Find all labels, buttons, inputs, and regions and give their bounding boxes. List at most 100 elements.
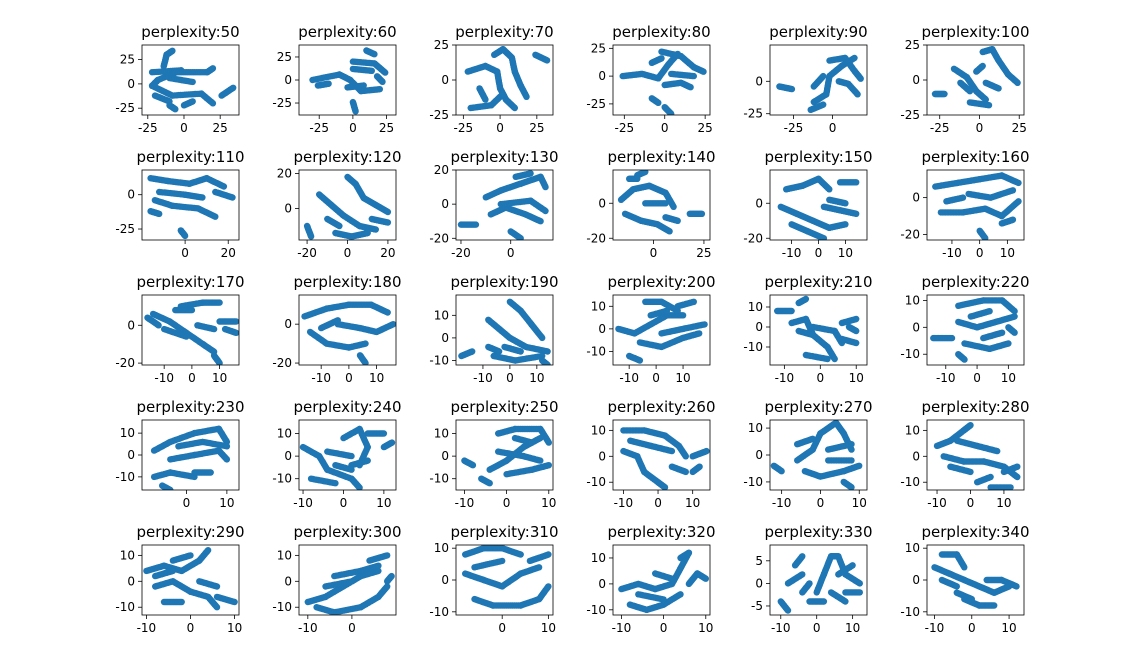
scatter-point bbox=[155, 322, 162, 329]
x-tick-label: 0 bbox=[976, 121, 984, 135]
axes-frame bbox=[455, 169, 554, 241]
subplot-title: perplexity:180 bbox=[294, 273, 402, 291]
scatter-point bbox=[985, 102, 993, 109]
scatter-point bbox=[848, 441, 855, 448]
scatter-points bbox=[301, 301, 396, 365]
scatter-point bbox=[941, 90, 948, 98]
subplot-title: perplexity:190 bbox=[451, 273, 559, 291]
scatter-points bbox=[458, 298, 551, 365]
y-tick-label: 0 bbox=[755, 320, 763, 334]
scatter-points bbox=[303, 173, 392, 240]
y-tick-label: -10 bbox=[900, 475, 920, 489]
scatter-point bbox=[527, 170, 534, 177]
y-tick-label: -10 bbox=[429, 472, 449, 486]
scatter-point bbox=[820, 72, 827, 80]
scatter-point bbox=[537, 434, 544, 442]
x-tick-label: -25 bbox=[615, 121, 635, 135]
scatter-point bbox=[700, 68, 707, 75]
x-tick-label: 0 bbox=[349, 121, 357, 135]
scatter-point bbox=[842, 200, 849, 207]
y-tick-label: 20 bbox=[277, 167, 292, 181]
scatter-point bbox=[212, 213, 219, 220]
subplot-title: perplexity:90 bbox=[769, 23, 867, 41]
scatter-point bbox=[690, 298, 697, 305]
scatter-point bbox=[1011, 313, 1018, 320]
subplot-title: perplexity:70 bbox=[455, 23, 553, 41]
scatter-point bbox=[687, 84, 694, 91]
x-tick-label: 25 bbox=[529, 121, 544, 135]
scatter-point bbox=[661, 484, 669, 490]
scatter-points bbox=[932, 172, 1022, 240]
subplot-title: perplexity:220 bbox=[922, 273, 1030, 291]
scatter-point bbox=[658, 55, 665, 62]
subplot-title: perplexity:240 bbox=[294, 398, 402, 416]
y-tick-label: 0 bbox=[127, 448, 135, 462]
x-tick-label: 10 bbox=[838, 246, 853, 260]
scatter-point bbox=[788, 307, 795, 315]
y-tick-label: -10 bbox=[272, 472, 292, 486]
axes-frame bbox=[769, 44, 868, 116]
y-tick-label: -20 bbox=[743, 231, 763, 245]
y-tick-label: 10 bbox=[277, 427, 292, 441]
scatter-point bbox=[469, 348, 476, 355]
scatter-point bbox=[655, 99, 662, 107]
y-tick-label: 10 bbox=[591, 423, 606, 437]
axes-frame bbox=[926, 294, 1025, 366]
scatter-point bbox=[469, 462, 477, 469]
x-tick-label: 0 bbox=[967, 496, 975, 510]
scatter-point bbox=[998, 329, 1006, 336]
scatter-point bbox=[824, 355, 831, 363]
scatter-points bbox=[930, 297, 1018, 363]
scatter-point bbox=[1011, 308, 1018, 315]
subplot: perplexity:170-10 0 10-200 bbox=[115, 273, 244, 385]
scatter-points bbox=[148, 47, 237, 113]
scatter-point bbox=[842, 221, 849, 228]
scatter-point bbox=[388, 439, 396, 446]
scatter-point bbox=[360, 82, 367, 89]
scatter-point bbox=[199, 194, 206, 201]
scatter-point bbox=[642, 170, 649, 175]
scatter-point bbox=[216, 359, 223, 365]
scatter-point bbox=[826, 186, 833, 193]
y-tick-label: 20 bbox=[434, 163, 449, 177]
scatter-point bbox=[169, 47, 176, 54]
x-tick-label: 0 bbox=[344, 246, 352, 260]
subplot-title: perplexity:230 bbox=[137, 398, 245, 416]
scatter-points bbox=[777, 175, 860, 240]
subplot: perplexity:160-10 0 10-200 bbox=[900, 148, 1029, 260]
x-tick-label: 0 bbox=[496, 121, 504, 135]
scatter-point bbox=[384, 219, 392, 226]
scatter-points bbox=[770, 420, 863, 490]
scatter-point bbox=[670, 203, 677, 210]
scatter-point bbox=[528, 439, 536, 446]
scatter-point bbox=[372, 226, 379, 233]
x-tick-label: 0 bbox=[183, 496, 191, 510]
x-tick-label: 0 bbox=[507, 246, 515, 260]
y-tick-label: 0 bbox=[598, 69, 606, 83]
x-tick-label: 20 bbox=[380, 246, 395, 260]
scatter-point bbox=[371, 51, 378, 58]
scatter-point bbox=[994, 447, 1001, 455]
y-tick-label: 10 bbox=[748, 300, 763, 314]
y-tick-label: 0 bbox=[127, 77, 135, 91]
x-tick-label: -10 bbox=[311, 371, 331, 385]
scatter-points bbox=[617, 170, 706, 235]
x-tick-label: 10 bbox=[685, 496, 700, 510]
subplot-title: perplexity:290 bbox=[137, 523, 245, 541]
scatter-point bbox=[216, 299, 223, 306]
subplot-title: perplexity:80 bbox=[612, 23, 710, 41]
scatter-point bbox=[183, 333, 190, 340]
subplot-title: perplexity:210 bbox=[765, 273, 873, 291]
scatter-point bbox=[1014, 473, 1021, 481]
scatter-points bbox=[774, 295, 860, 363]
scatter-points bbox=[619, 48, 707, 115]
y-tick-label: -25 bbox=[115, 222, 135, 236]
y-tick-label: 25 bbox=[120, 53, 135, 67]
y-tick-label: 10 bbox=[905, 423, 920, 437]
